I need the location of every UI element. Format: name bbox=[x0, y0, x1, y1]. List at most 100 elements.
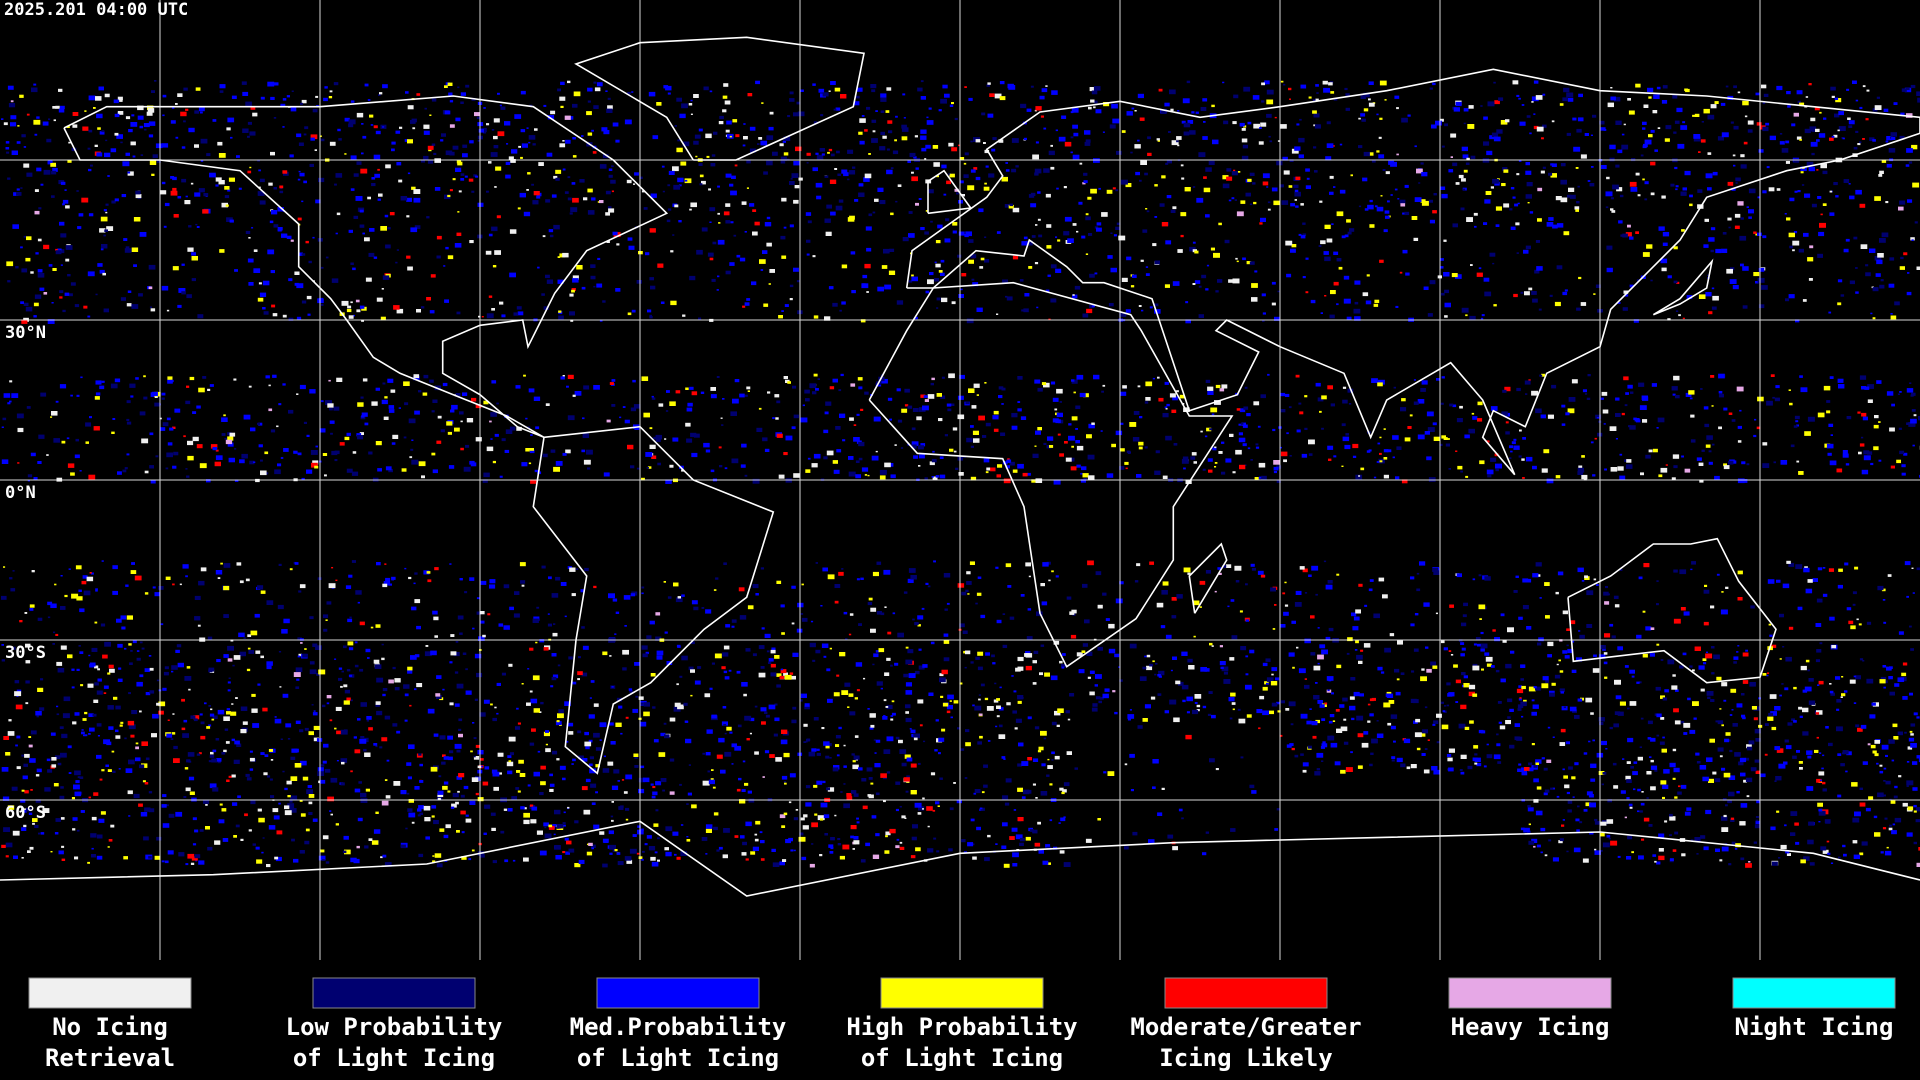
icing-pixel bbox=[834, 168, 838, 170]
icing-pixel bbox=[111, 750, 115, 753]
icing-pixel bbox=[1733, 661, 1737, 664]
icing-pixel bbox=[762, 250, 768, 254]
icing-pixel bbox=[283, 171, 289, 176]
icing-pixel bbox=[985, 165, 989, 168]
icing-pixel bbox=[486, 190, 489, 193]
icing-pixel bbox=[31, 87, 38, 93]
icing-pixel bbox=[66, 125, 70, 128]
icing-pixel bbox=[329, 141, 336, 146]
icing-pixel bbox=[1543, 792, 1548, 796]
icing-pixel bbox=[65, 205, 70, 209]
icing-pixel bbox=[864, 173, 872, 179]
icing-pixel bbox=[977, 741, 982, 745]
icing-pixel bbox=[93, 792, 99, 796]
icing-pixel bbox=[359, 738, 367, 744]
icing-pixel bbox=[1378, 136, 1382, 139]
icing-pixel bbox=[1124, 461, 1129, 465]
icing-pixel bbox=[1646, 244, 1653, 249]
icing-pixel bbox=[1831, 95, 1835, 98]
icing-pixel bbox=[249, 166, 252, 169]
icing-pixel bbox=[130, 650, 133, 652]
icing-pixel bbox=[433, 733, 439, 737]
icing-pixel bbox=[852, 848, 855, 850]
icing-pixel bbox=[585, 778, 591, 783]
icing-pixel bbox=[379, 92, 383, 95]
icing-pixel bbox=[1176, 140, 1179, 143]
icing-pixel bbox=[171, 107, 175, 109]
icing-pixel bbox=[1055, 575, 1059, 578]
icing-pixel bbox=[271, 210, 278, 215]
icing-pixel bbox=[889, 828, 896, 834]
icing-pixel bbox=[491, 827, 496, 831]
icing-pixel bbox=[885, 835, 888, 838]
icing-pixel bbox=[667, 184, 671, 187]
icing-pixel bbox=[432, 860, 436, 863]
icing-pixel bbox=[1300, 713, 1308, 719]
icing-pixel bbox=[1586, 791, 1593, 796]
icing-pixel bbox=[298, 170, 301, 173]
icing-pixel bbox=[1480, 105, 1483, 107]
icing-pixel bbox=[884, 850, 890, 854]
icing-pixel bbox=[429, 379, 434, 383]
icing-pixel bbox=[1673, 708, 1679, 713]
icing-pixel bbox=[547, 613, 550, 615]
icing-pixel bbox=[789, 672, 794, 675]
icing-pixel bbox=[722, 109, 727, 113]
icing-pixel bbox=[384, 715, 391, 720]
icing-pixel bbox=[1091, 305, 1095, 308]
icing-pixel bbox=[888, 270, 896, 275]
icing-pixel bbox=[916, 416, 922, 421]
icing-pixel bbox=[125, 584, 129, 587]
icing-pixel bbox=[833, 469, 840, 474]
icing-pixel bbox=[61, 845, 65, 848]
icing-pixel bbox=[1315, 719, 1320, 724]
icing-pixel bbox=[1186, 80, 1191, 84]
icing-pixel bbox=[1444, 289, 1449, 294]
icing-pixel bbox=[578, 656, 581, 659]
icing-pixel bbox=[1038, 234, 1043, 238]
icing-pixel bbox=[1531, 743, 1535, 746]
icing-pixel bbox=[1616, 187, 1623, 192]
icing-pixel bbox=[1487, 101, 1495, 107]
icing-pixel bbox=[1082, 643, 1088, 647]
icing-pixel bbox=[687, 792, 692, 796]
icing-pixel bbox=[966, 318, 974, 324]
icing-pixel bbox=[562, 375, 565, 377]
icing-pixel bbox=[512, 859, 516, 862]
icing-pixel bbox=[314, 149, 317, 151]
icing-pixel bbox=[1440, 258, 1444, 261]
icing-pixel bbox=[61, 858, 66, 861]
icing-pixel bbox=[1855, 130, 1859, 133]
icing-pixel bbox=[1631, 675, 1635, 678]
icing-pixel bbox=[685, 422, 691, 427]
icing-pixel bbox=[499, 104, 502, 107]
icing-pixel bbox=[1650, 759, 1654, 763]
icing-pixel bbox=[252, 723, 260, 728]
icing-pixel bbox=[1822, 567, 1826, 569]
icing-pixel bbox=[729, 183, 734, 187]
icing-pixel bbox=[729, 262, 735, 266]
icing-pixel bbox=[1800, 387, 1808, 393]
icing-pixel bbox=[535, 641, 538, 644]
icing-pixel bbox=[140, 641, 143, 644]
icing-pixel bbox=[693, 94, 699, 98]
icing-pixel bbox=[166, 309, 170, 312]
icing-pixel bbox=[1638, 576, 1643, 580]
icing-pixel bbox=[1607, 593, 1610, 596]
icing-pixel bbox=[742, 841, 747, 846]
icing-pixel bbox=[1910, 723, 1916, 727]
icing-pixel bbox=[923, 395, 928, 398]
icing-pixel bbox=[917, 699, 924, 704]
icing-pixel bbox=[1567, 408, 1575, 414]
icing-pixel bbox=[567, 374, 574, 379]
icing-pixel bbox=[424, 817, 431, 822]
icing-pixel bbox=[301, 99, 307, 104]
icing-pixel bbox=[181, 263, 185, 266]
icing-pixel bbox=[1842, 844, 1846, 848]
icing-pixel bbox=[935, 263, 941, 268]
icing-pixel bbox=[133, 793, 140, 799]
icing-pixel bbox=[1017, 666, 1024, 671]
icing-pixel bbox=[26, 406, 31, 409]
icing-pixel bbox=[918, 198, 922, 200]
icing-pixel bbox=[1834, 113, 1840, 118]
